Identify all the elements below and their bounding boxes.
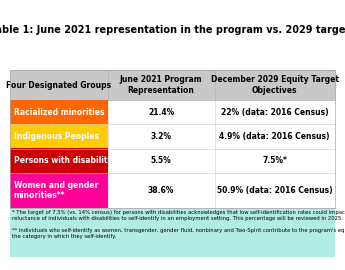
Bar [10, 100, 108, 124]
Text: 7.5%*: 7.5%* [262, 156, 287, 165]
Text: 5.5%: 5.5% [151, 156, 171, 165]
Text: Four Designated Groups: Four Designated Groups [7, 80, 111, 90]
Bar [10, 173, 335, 208]
Text: Table 1: June 2021 representation in the program vs. 2029 targets: Table 1: June 2021 representation in the… [0, 25, 345, 35]
Text: * The target of 7.5% (vs. 14% census) for persons with disabilities acknowledges: * The target of 7.5% (vs. 14% census) fo… [12, 210, 345, 221]
Text: 22% (data: 2016 Census): 22% (data: 2016 Census) [221, 107, 328, 117]
Text: 38.6%: 38.6% [148, 186, 174, 195]
Text: 21.4%: 21.4% [148, 107, 174, 117]
Bar [10, 100, 335, 124]
Text: June 2021 Program
Representation: June 2021 Program Representation [120, 75, 203, 95]
Bar [10, 148, 108, 173]
Text: December 2029 Equity Target
Objectives: December 2029 Equity Target Objectives [211, 75, 339, 95]
Text: 4.9% (data: 2016 Census): 4.9% (data: 2016 Census) [219, 132, 330, 141]
Text: Persons with disabilities: Persons with disabilities [14, 156, 120, 165]
Bar [10, 124, 108, 148]
Text: ** Individuals who self-identify as women, transgender, gender fluid, nonbinary : ** Individuals who self-identify as wome… [12, 228, 345, 239]
Bar [10, 173, 108, 208]
Text: Women and gender
minorities**: Women and gender minorities** [14, 181, 98, 200]
Text: Racialized minorities: Racialized minorities [14, 107, 104, 117]
Bar [10, 208, 335, 256]
Bar [10, 124, 335, 148]
Bar [10, 70, 335, 100]
Text: 50.9% (data: 2016 Census): 50.9% (data: 2016 Census) [217, 186, 333, 195]
Text: Indigenous Peoples: Indigenous Peoples [14, 132, 99, 141]
Text: 3.2%: 3.2% [151, 132, 172, 141]
Bar [10, 148, 335, 173]
Bar [10, 70, 335, 208]
